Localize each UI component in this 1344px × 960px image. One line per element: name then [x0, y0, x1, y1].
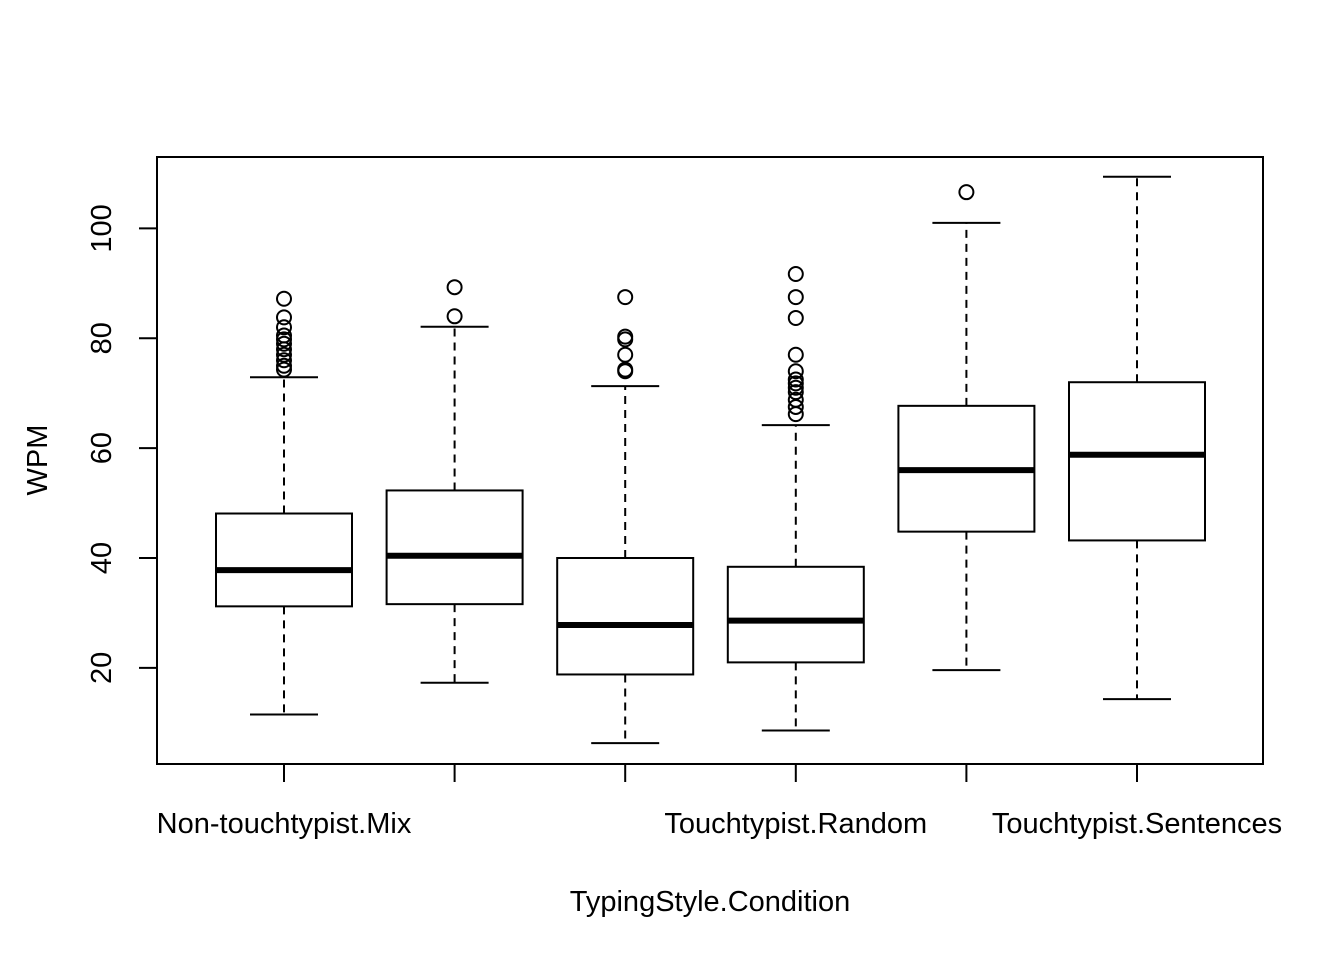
outlier-point: [446, 308, 463, 325]
y-axis-label: WPM: [22, 425, 54, 496]
outlier-point: [276, 319, 292, 336]
outlier-point: [787, 379, 804, 396]
outlier-point: [787, 309, 804, 326]
x-axis-label: TypingStyle.Condition: [570, 886, 851, 918]
plot-frame: [156, 156, 1264, 765]
outlier-point: [276, 290, 292, 307]
outlier-point: [276, 327, 292, 344]
outlier-point: [787, 266, 804, 283]
y-tick-label: 20: [86, 652, 118, 684]
x-tick-label: Non-touchtypist.Mix: [157, 808, 412, 840]
outlier-point: [446, 279, 463, 296]
outlier-point: [787, 289, 804, 306]
y-tick-label: 100: [86, 204, 118, 252]
iqr-box: [385, 489, 524, 606]
outlier-point: [787, 391, 804, 408]
iqr-box: [556, 557, 695, 676]
outlier-point: [787, 346, 804, 363]
outlier-point: [958, 184, 975, 201]
iqr-box: [1068, 381, 1206, 542]
outlier-point: [787, 384, 804, 401]
outlier-point: [617, 328, 634, 345]
outlier-point: [276, 357, 292, 374]
y-tick-label: 80: [86, 322, 118, 354]
outlier-point: [787, 363, 804, 380]
x-tick-label: Touchtypist.Random: [664, 808, 927, 840]
chart-marks: 20 40 60 80 100 Non-touchtypist.Mix Touchtypis…: [86, 175, 1282, 840]
outlier-point: [276, 309, 292, 326]
x-tick-label: Touchtypist.Sentences: [992, 808, 1282, 840]
outlier-point: [617, 289, 634, 306]
y-tick-label: 60: [86, 432, 118, 464]
y-tick-label: 40: [86, 542, 118, 574]
outlier-point: [617, 346, 634, 363]
iqr-box: [215, 512, 353, 608]
outlier-point: [276, 335, 292, 352]
outlier-point: [787, 371, 804, 388]
outlier-point: [276, 346, 292, 363]
iqr-box: [726, 565, 865, 664]
outlier-point: [276, 352, 292, 369]
